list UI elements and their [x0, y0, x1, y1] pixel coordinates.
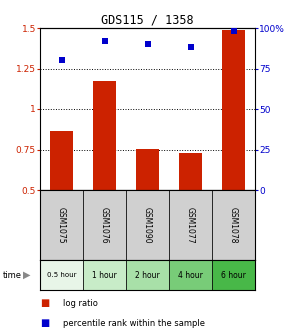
Bar [40, 190, 83, 260]
Bar [83, 190, 126, 260]
Point [145, 42, 150, 47]
Bar [222, 30, 245, 190]
Text: log ratio: log ratio [64, 299, 98, 308]
Text: 2 hour: 2 hour [135, 270, 160, 280]
Text: GSM1075: GSM1075 [57, 207, 66, 243]
Point [188, 45, 193, 50]
Bar [126, 190, 169, 260]
Bar [50, 131, 73, 190]
Bar [179, 153, 202, 190]
Bar [93, 81, 116, 190]
Text: 0.5 hour: 0.5 hour [47, 272, 76, 278]
Text: percentile rank within the sample: percentile rank within the sample [64, 319, 205, 328]
Bar [126, 260, 169, 290]
Point [231, 29, 236, 34]
Text: ▶: ▶ [23, 270, 31, 280]
Text: ■: ■ [40, 318, 49, 328]
Title: GDS115 / 1358: GDS115 / 1358 [101, 14, 194, 27]
Text: 1 hour: 1 hour [92, 270, 117, 280]
Bar [83, 260, 126, 290]
Text: time: time [3, 270, 22, 280]
Bar [40, 260, 83, 290]
Bar [212, 190, 255, 260]
Text: GSM1090: GSM1090 [143, 207, 152, 243]
Text: GSM1077: GSM1077 [186, 207, 195, 243]
Text: 4 hour: 4 hour [178, 270, 203, 280]
Text: GSM1076: GSM1076 [100, 207, 109, 243]
Text: ■: ■ [40, 298, 49, 308]
Bar [212, 260, 255, 290]
Point [59, 58, 64, 63]
Point [102, 38, 107, 44]
Text: GSM1078: GSM1078 [229, 207, 238, 243]
Bar [136, 149, 159, 190]
Text: 6 hour: 6 hour [221, 270, 246, 280]
Bar [169, 190, 212, 260]
Bar [169, 260, 212, 290]
